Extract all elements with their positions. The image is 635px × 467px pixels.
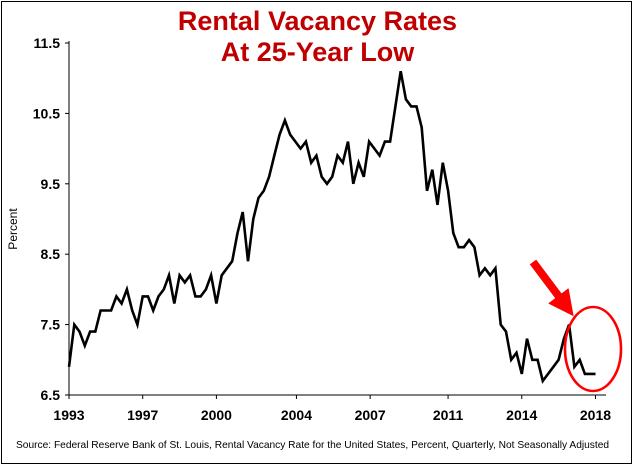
y-tick-label: 8.5	[41, 246, 61, 262]
y-tick-label: 6.5	[41, 387, 61, 403]
x-tick-label: 2014	[506, 407, 537, 423]
tick-labels: 6.5 7.5 8.5 9.5 10.5 11.5 1993 1997 2000 2004 2007…	[33, 35, 612, 423]
chart-title-line2: At 25-Year Low	[220, 37, 415, 67]
x-tick-label: 2000	[201, 407, 232, 423]
source-note: Source: Federal Reserve Bank of St. Loui…	[16, 440, 610, 451]
chart-title-line1: Rental Vacancy Rates	[177, 6, 458, 36]
series-layer	[67, 70, 596, 384]
x-tick-label: 2011	[433, 407, 464, 423]
axes	[68, 41, 606, 396]
annotation-circle	[563, 305, 623, 393]
data-points	[68, 71, 596, 381]
x-tick-label: 2004	[281, 407, 312, 423]
x-tick-label: 1993	[53, 407, 84, 423]
y-tick-label: 9.5	[41, 176, 61, 192]
annotation-arrow	[529, 259, 574, 317]
x-tick-label: 2018	[580, 407, 611, 423]
annotation-layer	[529, 259, 623, 393]
y-tick-label: 10.5	[33, 105, 60, 121]
y-tick-label: 11.5	[34, 35, 61, 51]
x-tick-label: 2007	[355, 407, 386, 423]
series-line	[67, 70, 596, 384]
x-tick-label: 1997	[127, 407, 158, 423]
chart-title: Rental Vacancy Rates At 25-Year Low	[0, 6, 635, 68]
y-tick-label: 7.5	[41, 317, 61, 333]
